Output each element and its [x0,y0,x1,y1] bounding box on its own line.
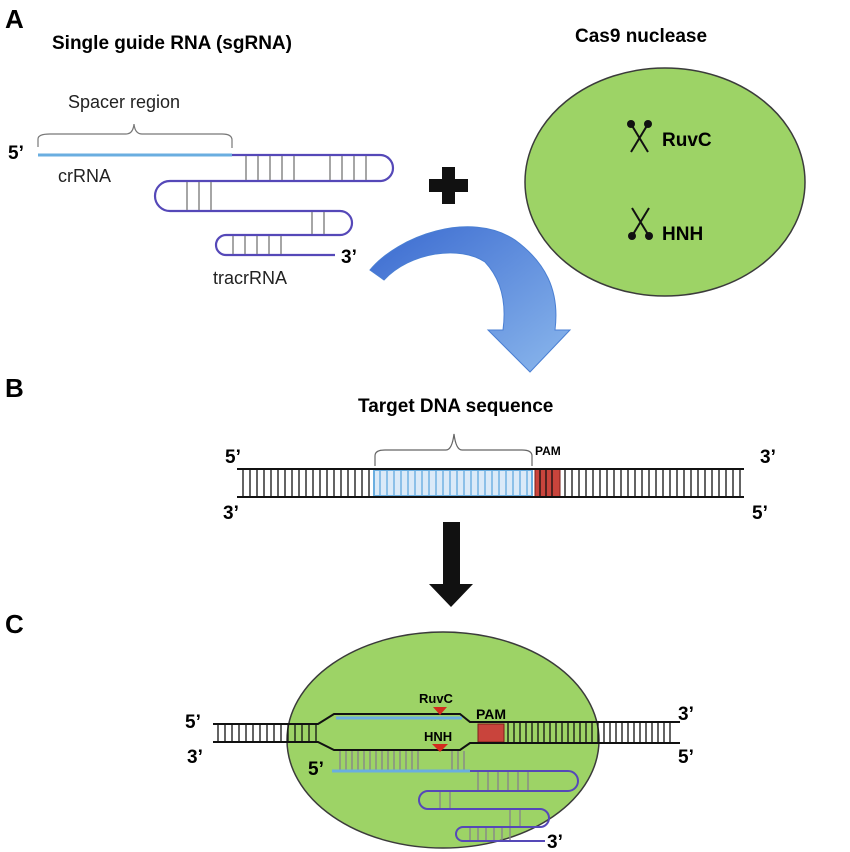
complex-pam-highlight [477,723,505,743]
hnh-cut-label: HNH [424,729,452,744]
target-bracket [374,433,533,466]
cas9-nuclease-shape [524,67,806,297]
spacer-region-label: Spacer region [68,92,180,112]
hnh-domain-label: HNH [662,224,703,245]
ruvc-scissors-icon [627,120,652,153]
complex-dna-top-strand [213,713,680,725]
sgrna-five-prime-label: 5’ [8,143,24,164]
complex-top-right-label: 3’ [678,704,694,725]
hnh-cut-marker-icon [432,744,448,752]
target-dna-title: Target DNA sequence [358,396,553,417]
ruvc-cut-label: RuvC [419,691,454,706]
hnh-scissors-icon [628,207,653,240]
complex-left-base-pairs [217,724,317,742]
plus-icon [429,167,468,204]
complex-rna-dna-base-pairs [339,751,465,770]
complex-rna-three-prime-label: 3’ [547,832,563,852]
complex-tracrrna-base-pairs [439,772,529,840]
cas9-title: Cas9 nuclease [575,26,707,47]
complex-top-left-label: 5’ [185,712,201,733]
panel-label-a: A [5,4,24,34]
complex-tracrrna-strand [418,770,579,842]
target-sequence-highlight [373,469,533,497]
tracrrna-label: tracrRNA [213,268,287,288]
target-dna-base-pairs [242,469,741,497]
target-top-left-label: 5’ [225,447,241,468]
complex-dna-bottom-strand [213,741,680,751]
sgrna-base-pairs [186,156,367,254]
tracrrna-strand [153,153,395,257]
pam-label: PAM [535,444,561,458]
complex-right-base-pairs [507,722,671,743]
ruvc-cut-marker-icon [433,707,447,715]
spacer-region-bracket [37,123,233,148]
curved-arrow-icon [369,226,572,373]
target-top-right-label: 3’ [760,447,776,468]
complex-rna-five-prime-label: 5’ [308,759,324,780]
target-sequence-base-pairs [379,470,528,496]
complex-pam-label: PAM [476,706,506,722]
sgrna-title: Single guide RNA (sgRNA) [52,33,292,54]
target-bottom-right-label: 5’ [752,503,768,524]
target-bottom-left-label: 3’ [223,503,239,524]
complex-bottom-right-label: 5’ [678,747,694,768]
panel-label-b: B [5,373,24,403]
panel-label-c: C [5,609,24,639]
ruvc-domain-label: RuvC [662,130,712,151]
pam-highlight [534,468,561,498]
crrna-label: crRNA [58,166,111,186]
sgrna-three-prime-label: 3’ [341,247,357,268]
down-arrow-icon [429,522,473,607]
cas9-complex-shape [286,631,600,849]
complex-bottom-left-label: 3’ [187,747,203,768]
